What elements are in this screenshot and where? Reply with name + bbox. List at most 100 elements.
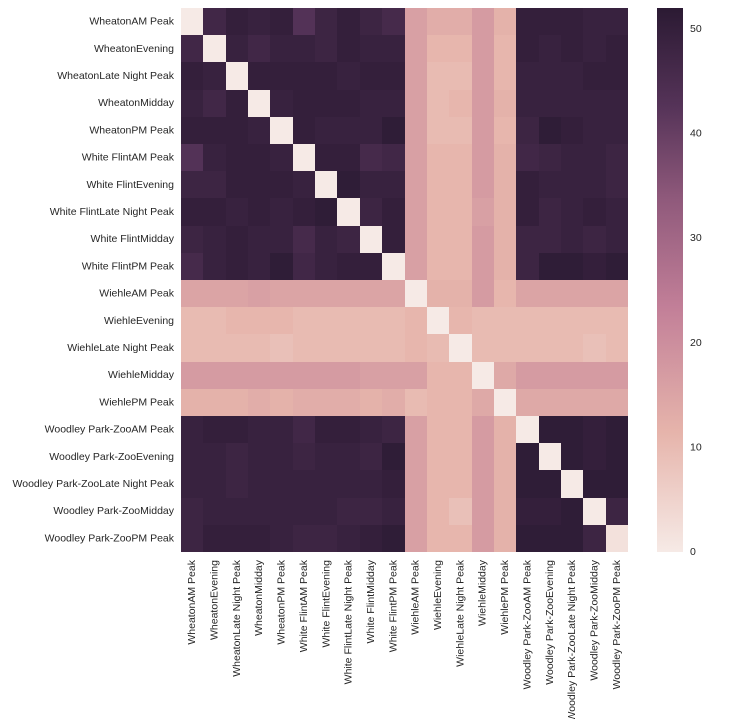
heatmap-cell bbox=[293, 8, 315, 35]
heatmap-cell bbox=[248, 253, 270, 280]
heatmap-cell bbox=[360, 8, 382, 35]
heatmap-cell bbox=[427, 62, 449, 90]
heatmap-cell bbox=[360, 280, 382, 307]
heatmap-cell bbox=[270, 62, 293, 90]
heatmap-cell bbox=[203, 253, 226, 280]
heatmap-cell bbox=[360, 389, 382, 416]
heatmap-cell bbox=[583, 307, 606, 334]
heatmap-cell bbox=[315, 498, 337, 525]
colorbar-tick-label: 10 bbox=[690, 441, 702, 453]
heatmap-cell bbox=[449, 198, 472, 226]
heatmap-cell bbox=[606, 362, 628, 389]
heatmap-cell bbox=[583, 443, 606, 470]
heatmap-cell bbox=[203, 443, 226, 470]
heatmap-cell bbox=[539, 198, 561, 226]
heatmap-cell bbox=[315, 443, 337, 470]
heatmap-cell bbox=[472, 253, 494, 280]
heatmap-cell bbox=[315, 253, 337, 280]
heatmap-cell bbox=[494, 8, 516, 35]
heatmap-cell bbox=[270, 35, 293, 62]
heatmap-cell bbox=[494, 416, 516, 443]
heatmap-cell bbox=[293, 90, 315, 117]
heatmap-cell bbox=[181, 8, 203, 35]
heatmap-cell bbox=[516, 226, 539, 253]
heatmap-cell bbox=[337, 226, 360, 253]
colorbar-tick-label: 20 bbox=[690, 337, 702, 349]
heatmap-cell bbox=[337, 280, 360, 307]
heatmap-cell bbox=[382, 8, 405, 35]
heatmap-cell bbox=[248, 362, 270, 389]
row-tick-label: WheatonMidday bbox=[98, 97, 175, 109]
heatmap-cell bbox=[360, 144, 382, 171]
heatmap-cell bbox=[248, 171, 270, 198]
row-tick-label: White FlintPM Peak bbox=[82, 260, 175, 272]
heatmap-cell bbox=[539, 416, 561, 443]
heatmap-cell bbox=[226, 198, 248, 226]
row-tick-label: Woodley Park-ZooLate Night Peak bbox=[13, 478, 175, 490]
row-tick-label: Woodley Park-ZooMidday bbox=[53, 505, 174, 517]
heatmap-cell bbox=[337, 362, 360, 389]
heatmap-cell bbox=[583, 525, 606, 552]
heatmap-cell bbox=[405, 226, 427, 253]
heatmap-cell bbox=[315, 35, 337, 62]
heatmap-cell bbox=[270, 443, 293, 470]
heatmap-cell bbox=[516, 416, 539, 443]
heatmap-cell bbox=[561, 226, 583, 253]
heatmap-cell bbox=[360, 443, 382, 470]
heatmap-cell bbox=[494, 389, 516, 416]
heatmap-cell bbox=[337, 525, 360, 552]
heatmap-cell bbox=[315, 144, 337, 171]
heatmap-cell bbox=[315, 8, 337, 35]
heatmap-cell bbox=[449, 525, 472, 552]
heatmap-cell bbox=[472, 307, 494, 334]
heatmap-cell bbox=[472, 443, 494, 470]
heatmap-cell bbox=[382, 226, 405, 253]
heatmap-cell bbox=[561, 498, 583, 525]
heatmap-cell bbox=[248, 90, 270, 117]
heatmap-cell bbox=[405, 362, 427, 389]
heatmap-cell bbox=[360, 90, 382, 117]
heatmap-cell bbox=[226, 90, 248, 117]
heatmap-cell bbox=[405, 280, 427, 307]
heatmap-cell bbox=[561, 389, 583, 416]
heatmap-cell bbox=[248, 144, 270, 171]
heatmap-cell bbox=[203, 226, 226, 253]
heatmap-cell bbox=[337, 171, 360, 198]
heatmap-cell bbox=[181, 117, 203, 144]
heatmap-cell bbox=[248, 389, 270, 416]
heatmap-cell bbox=[516, 307, 539, 334]
row-tick-label: WheatonEvening bbox=[94, 43, 174, 55]
heatmap-cell bbox=[494, 35, 516, 62]
heatmap-cell bbox=[561, 334, 583, 362]
heatmap-cell bbox=[315, 62, 337, 90]
heatmap-cell bbox=[539, 90, 561, 117]
heatmap-cell bbox=[382, 117, 405, 144]
heatmap-cell bbox=[293, 525, 315, 552]
row-tick-label: WiehlePM Peak bbox=[99, 396, 174, 408]
column-tick-label: White FlintAM Peak bbox=[298, 559, 310, 652]
heatmap-cell bbox=[315, 389, 337, 416]
heatmap-cell bbox=[293, 307, 315, 334]
heatmap-cell bbox=[449, 90, 472, 117]
heatmap-cell bbox=[181, 35, 203, 62]
heatmap-cell bbox=[539, 8, 561, 35]
heatmap-cell bbox=[405, 525, 427, 552]
heatmap-cell bbox=[270, 307, 293, 334]
heatmap-cell bbox=[181, 171, 203, 198]
heatmap-cell bbox=[405, 117, 427, 144]
heatmap-cell bbox=[494, 117, 516, 144]
heatmap-cell bbox=[516, 90, 539, 117]
heatmap-cell bbox=[293, 253, 315, 280]
heatmap-cell bbox=[427, 117, 449, 144]
heatmap-cell bbox=[583, 362, 606, 389]
column-tick-label: WiehleLate Night Peak bbox=[454, 559, 466, 667]
heatmap-cell bbox=[337, 62, 360, 90]
heatmap-cell bbox=[337, 470, 360, 498]
heatmap-cell bbox=[226, 498, 248, 525]
heatmap-cell bbox=[539, 144, 561, 171]
heatmap-cell bbox=[360, 525, 382, 552]
heatmap-cells bbox=[181, 8, 628, 552]
heatmap-cell bbox=[315, 470, 337, 498]
heatmap-cell bbox=[427, 307, 449, 334]
